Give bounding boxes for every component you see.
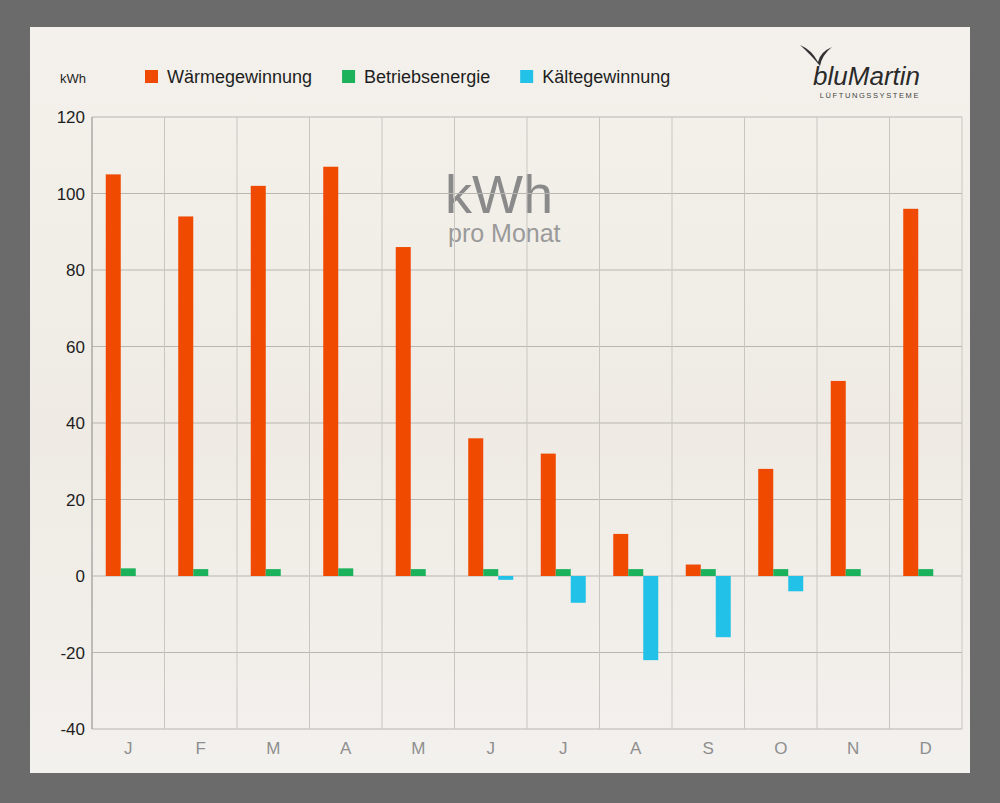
y-axis-title: kWh bbox=[60, 71, 86, 86]
column-line bbox=[527, 117, 528, 729]
bar bbox=[396, 247, 411, 576]
column-line bbox=[599, 117, 600, 729]
x-tick-label: M bbox=[266, 739, 280, 758]
y-axis-line bbox=[92, 117, 93, 729]
bar bbox=[338, 568, 353, 576]
column-line bbox=[817, 117, 818, 729]
column-line bbox=[672, 117, 673, 729]
x-tick-label: O bbox=[774, 739, 787, 758]
legend-label: Wärmegewinnung bbox=[167, 67, 312, 87]
chart: kWhpro Monat-40-20020406080100120kWhJFMA… bbox=[0, 0, 1000, 803]
y-tick-label: 80 bbox=[66, 261, 85, 280]
bar bbox=[861, 576, 876, 577]
y-tick-label: -20 bbox=[60, 644, 85, 663]
bar bbox=[903, 209, 918, 576]
grid bbox=[92, 117, 962, 729]
bar bbox=[136, 576, 151, 577]
x-tick-label: J bbox=[559, 739, 568, 758]
bar bbox=[468, 438, 483, 576]
bar bbox=[193, 569, 208, 576]
legend-label: Kältegewinnung bbox=[542, 67, 670, 87]
bar bbox=[541, 454, 556, 576]
column-line bbox=[889, 117, 890, 729]
bar bbox=[556, 569, 571, 576]
y-tick-label: 100 bbox=[57, 185, 85, 204]
x-tick-label: A bbox=[340, 739, 352, 758]
x-tick-label: N bbox=[847, 739, 859, 758]
y-tick-label: 0 bbox=[76, 567, 85, 586]
column-line bbox=[92, 117, 93, 729]
bar bbox=[106, 174, 121, 576]
bar bbox=[121, 568, 136, 576]
legend-swatch bbox=[342, 70, 355, 83]
x-tick-label: S bbox=[703, 739, 714, 758]
x-tick-label: J bbox=[124, 739, 133, 758]
column-line bbox=[382, 117, 383, 729]
bar bbox=[281, 576, 296, 577]
column-line bbox=[237, 117, 238, 729]
legend-swatch bbox=[520, 70, 533, 83]
x-tick-label: J bbox=[487, 739, 496, 758]
brand: bluMartinLÜFTUNGSSYSTEME bbox=[800, 45, 920, 100]
subtitle: pro Monat bbox=[448, 219, 561, 247]
bars bbox=[106, 167, 934, 660]
column-line bbox=[164, 117, 165, 729]
bar bbox=[831, 381, 846, 576]
bar bbox=[643, 576, 658, 660]
bar bbox=[628, 569, 643, 576]
outer-frame bbox=[0, 0, 1000, 803]
bar bbox=[208, 576, 223, 577]
legend-swatch bbox=[145, 70, 158, 83]
x-tick-label: M bbox=[411, 739, 425, 758]
brand-name: bluMartin bbox=[813, 61, 920, 91]
y-tick-label: 20 bbox=[66, 491, 85, 510]
x-tick-label: D bbox=[920, 739, 932, 758]
x-tick-label: A bbox=[630, 739, 642, 758]
bar bbox=[426, 576, 441, 577]
panel bbox=[30, 27, 970, 773]
bar bbox=[788, 576, 803, 591]
bar bbox=[758, 469, 773, 576]
bar bbox=[411, 569, 426, 576]
bar bbox=[773, 569, 788, 576]
bar bbox=[323, 167, 338, 576]
bar bbox=[716, 576, 731, 637]
column-line bbox=[962, 117, 963, 729]
legend-label: Betriebsenergie bbox=[364, 67, 490, 87]
bar bbox=[613, 534, 628, 576]
bar bbox=[266, 569, 281, 576]
column-line bbox=[309, 117, 310, 729]
y-tick-label: -40 bbox=[60, 720, 85, 739]
x-tick-label: F bbox=[196, 739, 206, 758]
bar bbox=[483, 569, 498, 576]
bar bbox=[686, 565, 701, 576]
bar bbox=[498, 576, 513, 580]
bar bbox=[178, 216, 193, 576]
bar bbox=[701, 569, 716, 576]
y-tick-label: 60 bbox=[66, 338, 85, 357]
bar bbox=[918, 569, 933, 576]
bar bbox=[846, 569, 861, 576]
brand-tagline: LÜFTUNGSSYSTEME bbox=[820, 91, 920, 100]
bar bbox=[933, 576, 948, 577]
column-line bbox=[744, 117, 745, 729]
bar bbox=[571, 576, 586, 603]
y-tick-label: 120 bbox=[57, 108, 85, 127]
column-line bbox=[454, 117, 455, 729]
bar bbox=[353, 576, 368, 577]
legend: Wärmegewinnung Betriebsenergie Kältegewinn… bbox=[145, 67, 670, 87]
bar bbox=[251, 186, 266, 576]
y-tick-label: 40 bbox=[66, 414, 85, 433]
